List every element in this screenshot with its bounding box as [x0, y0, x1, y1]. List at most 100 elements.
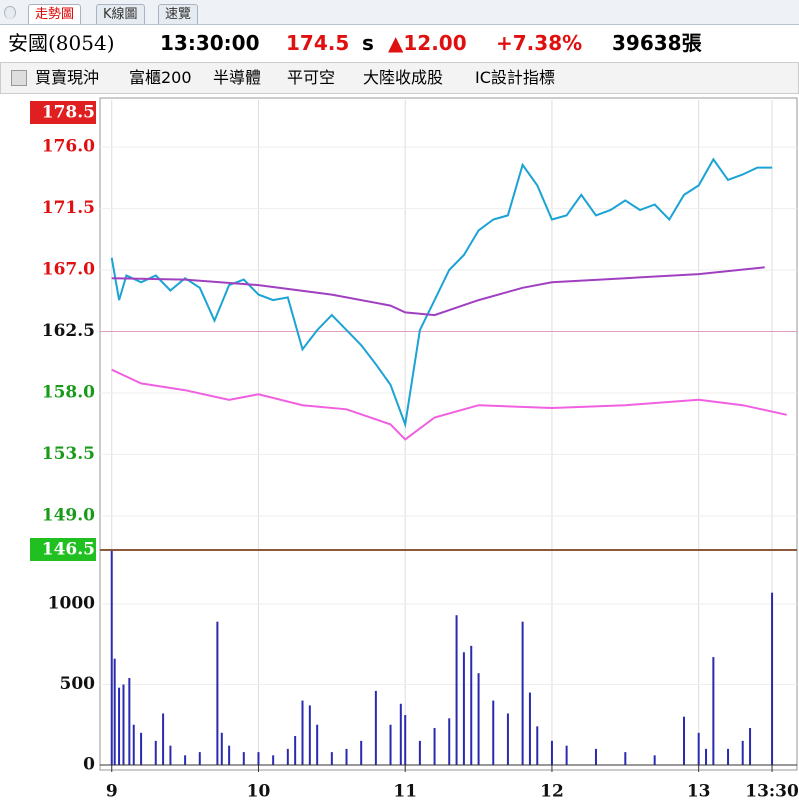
x-tick-label: 13 — [687, 782, 711, 802]
price-line — [111, 266, 765, 317]
y-tick-label: 176.0 — [42, 137, 95, 157]
group-link[interactable]: 富櫃200 — [129, 68, 192, 87]
volume-bar — [308, 705, 311, 765]
checkbox[interactable] — [11, 70, 27, 86]
volume-bar — [286, 748, 289, 765]
volume-bar — [140, 732, 143, 765]
x-tick-label: 11 — [393, 782, 417, 802]
volume-bar — [360, 740, 363, 765]
volume-bar — [565, 745, 568, 765]
volume-bar — [455, 615, 458, 765]
tick-label-box — [30, 101, 96, 124]
y-tick-label: 167.0 — [42, 260, 95, 280]
volume-bar — [477, 673, 480, 765]
volume-bar — [697, 732, 700, 765]
volume-bar — [389, 724, 392, 765]
tab[interactable]: 速覽 — [158, 4, 199, 24]
volume-bar — [122, 684, 125, 765]
volume-bar — [301, 700, 304, 765]
volume-bar — [536, 726, 539, 765]
price: 174.5 — [286, 31, 350, 55]
volume-bar — [242, 752, 245, 765]
tick-label-box — [30, 538, 96, 561]
menu-button[interactable] — [4, 6, 16, 19]
volume-bar — [624, 752, 627, 765]
volume-bar — [705, 748, 708, 765]
y-tick-label: 0 — [83, 755, 95, 775]
volume-bar — [653, 755, 656, 765]
volume-bar — [594, 748, 597, 765]
price-flag: s — [362, 31, 374, 55]
volume-bar — [404, 715, 407, 765]
volume-bar — [462, 652, 465, 765]
volume-bar — [198, 752, 201, 765]
volume-bar — [169, 745, 172, 765]
change: ▲12.00 — [388, 31, 467, 55]
y-tick-label: 171.5 — [42, 198, 95, 218]
toolbar: 買賣現沖 富櫃200 半導體 平可空 大陸收成股 IC設計指標 — [0, 62, 799, 94]
volume-bar — [550, 740, 553, 765]
price-line — [110, 157, 773, 429]
volume-bar — [216, 621, 219, 765]
volume-bar — [128, 678, 131, 765]
group-link[interactable]: 半導體 — [213, 68, 262, 87]
volume-bar — [316, 724, 319, 765]
y-tick-label: 500 — [60, 674, 96, 694]
time: 13:30:00 — [160, 31, 260, 55]
volume-bar — [528, 692, 531, 765]
volume: 39638張 — [612, 31, 702, 55]
quote-row: 安國(8054) 13:30:00 174.5 s ▲12.00 +7.38% … — [0, 26, 799, 60]
volume-bar — [154, 740, 157, 765]
price-line — [111, 368, 787, 441]
y-tick-label: 162.5 — [42, 321, 95, 341]
volume-bar — [749, 727, 752, 765]
volume-bar — [330, 752, 333, 765]
volume-bar — [771, 592, 774, 765]
volume-bar — [399, 703, 402, 765]
y-tick-label: 1000 — [48, 593, 95, 613]
volume-bar — [448, 718, 451, 765]
volume-bar — [683, 716, 686, 765]
group-link[interactable]: IC設計指標 — [475, 68, 555, 87]
group-link[interactable]: 大陸收成股 — [363, 68, 444, 87]
volume-bar — [184, 755, 187, 765]
volume-bar — [345, 748, 348, 765]
volume-bar — [712, 657, 715, 765]
volume-bar — [220, 732, 223, 765]
y-tick-label: 149.0 — [42, 505, 95, 525]
volume-bar — [492, 700, 495, 765]
volume-bar — [113, 658, 116, 765]
volume-bar — [162, 713, 165, 765]
y-tick-label: 178.5 — [42, 103, 95, 123]
stock-name: 安國(8054) — [8, 31, 115, 55]
x-tick-label: 13:30 — [745, 782, 799, 802]
volume-bar — [727, 748, 730, 765]
x-tick-label: 9 — [106, 782, 118, 802]
volume-bar — [272, 755, 275, 765]
y-tick-label: 146.5 — [42, 540, 95, 560]
volume-bar — [433, 727, 436, 765]
volume-bar — [374, 690, 377, 765]
volume-bar — [741, 740, 744, 765]
volume-bar — [118, 687, 121, 765]
plot-frame — [99, 97, 798, 771]
volume-bar — [132, 724, 135, 765]
volume-bar — [294, 736, 297, 765]
volume-bar — [257, 752, 260, 765]
tab[interactable]: K線圖 — [96, 4, 145, 24]
percent: +7.38% — [496, 31, 583, 55]
volume-bar — [470, 645, 473, 765]
volume-bar — [110, 550, 113, 765]
tab[interactable]: 走勢圖 — [28, 4, 82, 24]
x-tick-label: 10 — [247, 782, 271, 802]
volume-bar — [506, 713, 509, 765]
volume-bar — [521, 621, 524, 765]
group-link[interactable]: 買賣現沖 — [35, 68, 100, 87]
y-tick-label: 158.0 — [42, 382, 95, 402]
volume-bar — [418, 740, 421, 765]
group-link[interactable]: 平可空 — [287, 68, 336, 87]
tab-bar: 走勢圖 K線圖 速覽 — [0, 0, 799, 25]
volume-bar — [228, 745, 231, 765]
